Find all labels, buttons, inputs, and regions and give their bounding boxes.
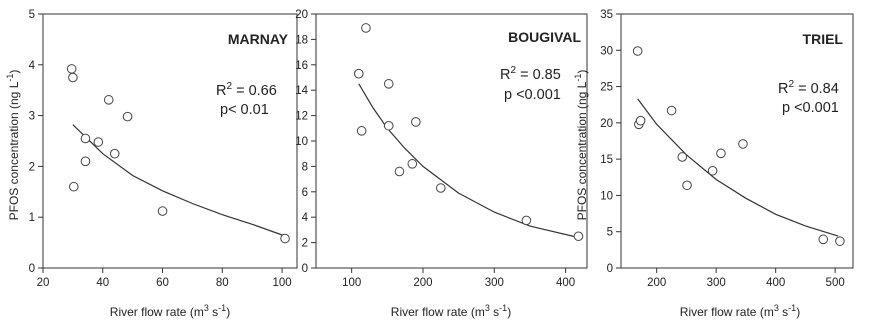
data-point [93, 137, 104, 147]
x-tick-label: 20 [37, 277, 50, 289]
y-tick-label: 5 [29, 9, 35, 21]
p-value-annotation: p <0.001 [504, 87, 561, 103]
plot-frame [42, 13, 298, 269]
r-squared-annotation: R2 = 0.66 [216, 81, 277, 99]
data-point [738, 139, 748, 149]
y-tick-label: 14 [295, 85, 308, 97]
y-axis-title: PFOS concentration (ng L-1) [573, 70, 589, 221]
plot-frame [620, 13, 854, 269]
data-point [632, 46, 643, 56]
data-point [682, 180, 692, 191]
panel-title: TRIEL [803, 31, 844, 47]
y-tick-label: 35 [600, 9, 613, 21]
x-tick-label: 400 [556, 277, 575, 289]
data-point [280, 233, 290, 244]
x-tick-label: 40 [96, 277, 109, 289]
data-point [80, 133, 91, 144]
y-tick-label: 6 [302, 187, 308, 199]
x-axis-title: River flow rate (m3 s-1) [110, 303, 230, 319]
data-point [407, 159, 418, 169]
panel-marnay: 0 1 2 3 4 5 20 40 60 80 100 MARNAY R2 = 0.66 p< 0.01 R… [5, 9, 298, 319]
y-tick-label: 10 [600, 190, 613, 202]
y-tick-label: 0 [302, 263, 308, 275]
data-point [383, 79, 394, 89]
data-point [356, 126, 367, 136]
fit-curve [72, 124, 286, 237]
x-tick-label: 80 [216, 277, 229, 289]
y-tick-label: 4 [302, 212, 309, 224]
data-point [68, 72, 78, 83]
y-tick-label: 20 [600, 118, 613, 130]
x-tick-label: 60 [156, 277, 169, 289]
data-point [835, 236, 845, 246]
y-tick-label: 15 [600, 154, 613, 166]
data-point [66, 64, 77, 74]
data-point [109, 148, 120, 159]
data-point [666, 105, 677, 116]
x-tick-label: 400 [766, 277, 785, 289]
y-tick-label: 12 [295, 111, 308, 123]
y-tick-label: 2 [29, 161, 35, 173]
y-tick-label: 18 [295, 34, 308, 46]
panel-title: BOUGIVAL [508, 29, 581, 45]
data-point [157, 206, 168, 216]
y-tick-label: 4 [29, 60, 36, 72]
panel-bougival: 0 2 4 6 8 10 12 14 16 18 20 100 200 300 400 BOUGIVAL R2 … [295, 9, 588, 319]
y-tick-label: 16 [295, 60, 308, 72]
p-value-annotation: p <0.001 [782, 100, 839, 116]
data-point [361, 23, 371, 33]
r-squared-annotation: R2 = 0.84 [778, 79, 839, 97]
y-tick-label: 1 [29, 212, 35, 224]
x-axis-title: River flow rate (m3 s-1) [680, 303, 800, 319]
p-value-annotation: p< 0.01 [220, 102, 269, 118]
fit-curve [358, 83, 579, 239]
y-tick-label: 30 [600, 45, 613, 57]
data-point [635, 115, 646, 126]
data-point [383, 120, 394, 131]
data-point [411, 117, 421, 127]
y-tick-label: 25 [600, 82, 613, 94]
panel-triel: 0 5 10 15 20 25 30 35 200 300 400 500 TRIEL R2 = 0.84… [573, 9, 854, 319]
r-squared-annotation: R2 = 0.85 [500, 65, 561, 83]
y-tick-label: 0 [607, 263, 613, 275]
x-tick-label: 200 [413, 277, 432, 289]
data-point [521, 215, 532, 226]
data-point [103, 95, 114, 105]
fit-curve [637, 98, 839, 237]
y-tick-label: 5 [607, 227, 613, 239]
x-tick-label: 100 [342, 277, 361, 289]
x-tick-label: 200 [647, 277, 666, 289]
data-point [707, 165, 718, 176]
data-point [68, 181, 79, 192]
data-point [573, 231, 584, 242]
data-point [353, 68, 364, 79]
data-point [818, 234, 829, 245]
x-tick-label: 100 [272, 277, 291, 289]
y-tick-label: 8 [302, 161, 308, 173]
y-tick-label: 0 [29, 263, 35, 275]
data-point [80, 156, 91, 167]
data-point [677, 152, 688, 162]
y-tick-label: 10 [295, 136, 308, 148]
data-point [122, 111, 133, 122]
data-point [436, 183, 446, 193]
x-axis-title: River flow rate (m3 s-1) [391, 303, 511, 319]
x-tick-label: 500 [826, 277, 845, 289]
y-tick-label: 2 [302, 238, 308, 250]
y-tick-label: 20 [295, 9, 308, 21]
data-point [394, 166, 405, 177]
y-axis-title: PFOS concentration (ng L-1) [5, 70, 21, 221]
data-point [716, 148, 726, 159]
x-tick-label: 300 [707, 277, 726, 289]
y-tick-label: 3 [29, 111, 35, 123]
panel-title: MARNAY [228, 31, 289, 47]
x-tick-label: 300 [485, 277, 504, 289]
